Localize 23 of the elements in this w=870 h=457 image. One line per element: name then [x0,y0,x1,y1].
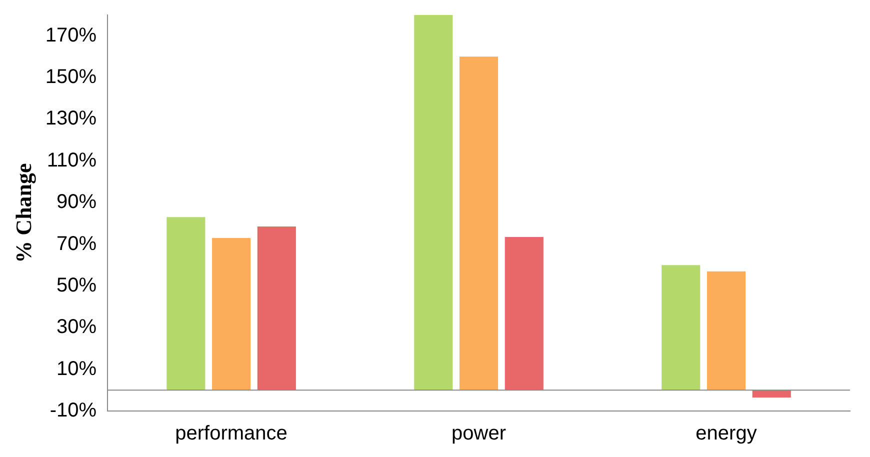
bar [414,15,453,390]
y-tick-label: 110% [46,149,97,172]
bar [166,217,206,390]
y-tick-label: 170% [45,24,97,46]
y-tick-label: 130% [45,108,97,130]
bar [212,238,251,390]
bar [257,226,296,390]
y-axis-title: % Change [10,162,36,263]
y-tick-label: 150% [45,66,97,88]
y-tick-label: 70% [56,232,97,255]
bar [752,390,791,398]
y-tick-label: 90% [56,191,97,214]
x-tick-label: power [452,422,506,445]
bar [459,56,498,390]
y-tick-label: 50% [56,274,97,296]
bar [504,236,544,390]
bar [706,271,746,390]
y-tick-label: -10% [50,400,97,422]
y-tick-label: 30% [56,316,97,338]
x-tick-label: energy [696,422,757,445]
x-tick-label: performance [175,422,288,445]
bar [662,265,700,390]
y-tick-label: 10% [56,358,97,380]
